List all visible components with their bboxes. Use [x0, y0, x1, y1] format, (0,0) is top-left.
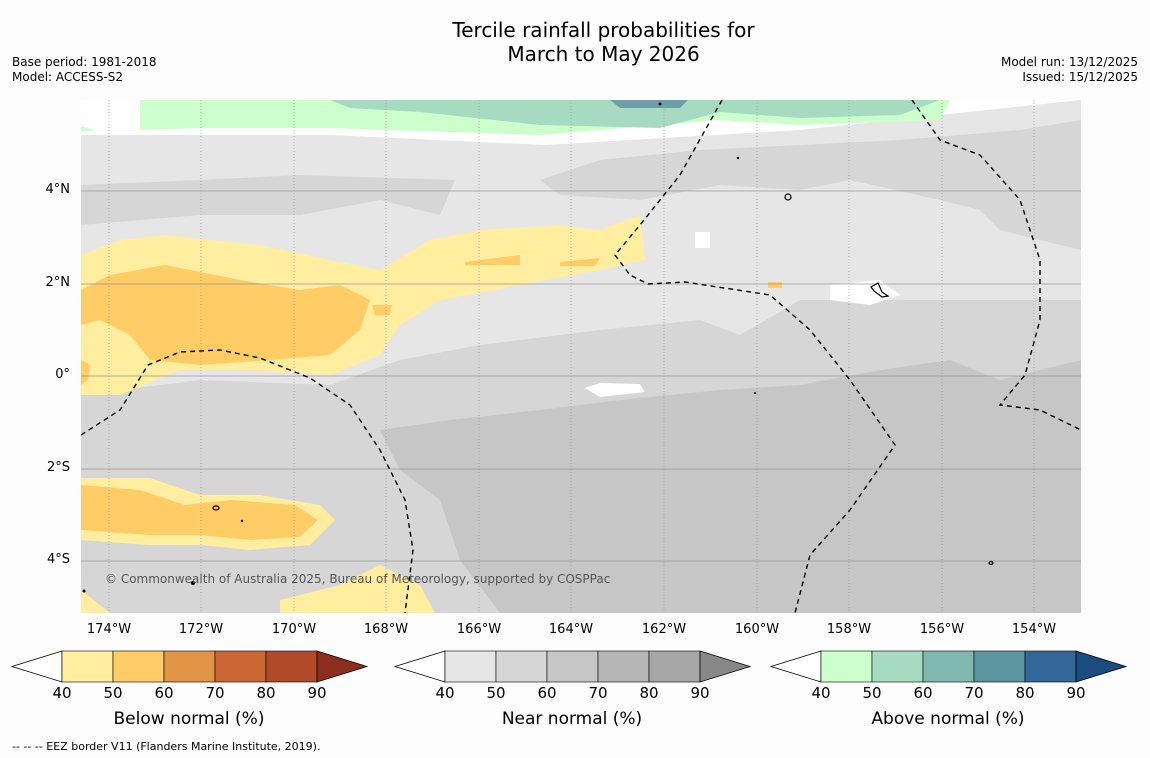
parallels	[81, 190, 1081, 562]
map-title: Tercile rainfall probabilities for March…	[0, 18, 1150, 66]
below-normal-50-region-north	[81, 265, 370, 365]
cb1-tick: 90	[307, 684, 327, 702]
lon-tick: 158°W	[826, 622, 872, 637]
lon-tick: 166°W	[456, 622, 502, 637]
lat-tick: 0°	[55, 367, 70, 382]
title-line-2: March to May 2026	[507, 42, 700, 66]
base-period: Base period: 1981-2018	[12, 55, 157, 69]
eez-footnote: -- -- -- EEZ border V11 (Flanders Marine…	[12, 740, 321, 753]
lon-tick: 170°W	[271, 622, 317, 637]
lat-tick: 4°N	[45, 182, 71, 197]
near-normal-title: Near normal (%)	[501, 709, 643, 729]
cb2-tick: 80	[639, 684, 659, 702]
lon-tick: 160°W	[734, 622, 780, 637]
lon-tick: 164°W	[548, 622, 594, 637]
meta-right: Model run: 13/12/2025 Issued: 15/12/2025	[1001, 55, 1138, 85]
lon-tick: 162°W	[641, 622, 687, 637]
near-normal-50-region-ne	[540, 120, 1081, 250]
lon-tick: 168°W	[363, 622, 409, 637]
meta-left: Base period: 1981-2018 Model: ACCESS-S2	[12, 55, 157, 85]
below-normal-40-region-sw	[81, 565, 435, 613]
cb3-tick: 70	[964, 684, 984, 702]
cb2-tick: 50	[486, 684, 506, 702]
cb3-tick: 60	[913, 684, 933, 702]
lat-tick: 2°S	[46, 460, 70, 475]
cb1-tick: 60	[154, 684, 174, 702]
above-normal-50-region	[330, 100, 940, 128]
cb2-tick: 60	[537, 684, 557, 702]
cb1-tick: 40	[52, 684, 72, 702]
cb2-tick: 70	[588, 684, 608, 702]
model-name: Model: ACCESS-S2	[12, 70, 124, 84]
lon-tick: 172°W	[178, 622, 224, 637]
cb1-tick: 70	[205, 684, 225, 702]
lon-tick: 156°W	[919, 622, 965, 637]
lat-tick: 4°S	[46, 552, 70, 567]
lat-tick: 2°N	[45, 275, 71, 290]
islets	[82, 102, 756, 593]
cb2-tick: 40	[435, 684, 455, 702]
issued-date: Issued: 15/12/2025	[1022, 70, 1138, 84]
cb3-tick: 40	[811, 684, 831, 702]
cb2-tick: 90	[690, 684, 710, 702]
lon-tick: 174°W	[86, 622, 132, 637]
lon-tick: 154°W	[1011, 622, 1057, 637]
copyright-notice: © Commonwealth of Australia 2025, Bureau…	[105, 572, 611, 586]
cb3-tick: 80	[1015, 684, 1035, 702]
model-run: Model run: 13/12/2025	[1000, 55, 1138, 69]
near-normal-50-region-north	[81, 175, 455, 225]
title-line-1: Tercile rainfall probabilities for	[452, 18, 755, 42]
cb1-tick: 80	[256, 684, 276, 702]
cb3-tick: 50	[862, 684, 882, 702]
below-normal-50-region-south	[81, 485, 318, 540]
eez-borders	[81, 100, 1081, 613]
above-normal-title: Above normal (%)	[871, 709, 1025, 729]
above-normal-60-region	[610, 100, 688, 108]
cb3-tick: 90	[1066, 684, 1086, 702]
below-normal-title: Below normal (%)	[113, 709, 265, 729]
near-normal-60-region	[380, 360, 1081, 613]
islands	[212, 193, 994, 566]
cb1-tick: 50	[103, 684, 123, 702]
